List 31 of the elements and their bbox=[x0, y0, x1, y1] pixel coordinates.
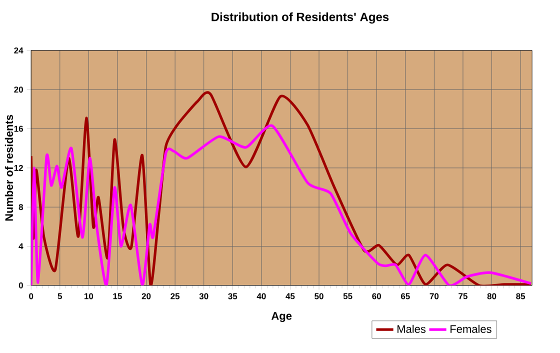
x-tick-label: 60 bbox=[372, 293, 381, 300]
x-tick-label: 45 bbox=[286, 293, 295, 300]
x-tick-label: 65 bbox=[400, 293, 410, 300]
x-tick-label: 80 bbox=[487, 293, 496, 300]
y-tick-label: 8 bbox=[18, 204, 24, 210]
x-tick-label: 25 bbox=[170, 293, 180, 300]
x-tick-label: 30 bbox=[199, 293, 208, 300]
x-axis-title: Age bbox=[271, 312, 292, 322]
y-tick-label: 0 bbox=[18, 282, 23, 288]
x-tick-label: 5 bbox=[58, 293, 62, 300]
x-tick-label: 10 bbox=[84, 293, 94, 300]
chart-title: Distribution of Residents' Ages bbox=[212, 12, 389, 24]
x-tick-label: 0 bbox=[29, 293, 34, 300]
x-tick-label: 55 bbox=[343, 293, 352, 300]
y-tick-label: 24 bbox=[14, 47, 24, 54]
y-tick-label: 20 bbox=[14, 86, 23, 93]
x-tick-label: 85 bbox=[516, 293, 526, 300]
x-tick-label: 40 bbox=[256, 293, 266, 300]
legend-label: Females bbox=[450, 324, 492, 333]
x-tick-label: 75 bbox=[458, 293, 468, 300]
x-tick-label: 50 bbox=[314, 293, 324, 300]
y-axis-title: Number of residents bbox=[4, 114, 13, 221]
x-tick-label: 70 bbox=[430, 293, 439, 300]
line-series bbox=[31, 124, 532, 286]
x-tick-label: 15 bbox=[113, 293, 122, 300]
legend-label: Males bbox=[398, 324, 426, 333]
y-tick-label: 16 bbox=[14, 126, 23, 132]
x-tick-label: 20 bbox=[142, 293, 151, 300]
y-tick-label: 4 bbox=[18, 243, 24, 250]
x-tick-label: 35 bbox=[228, 293, 238, 300]
y-tick-label: 12 bbox=[14, 164, 23, 171]
